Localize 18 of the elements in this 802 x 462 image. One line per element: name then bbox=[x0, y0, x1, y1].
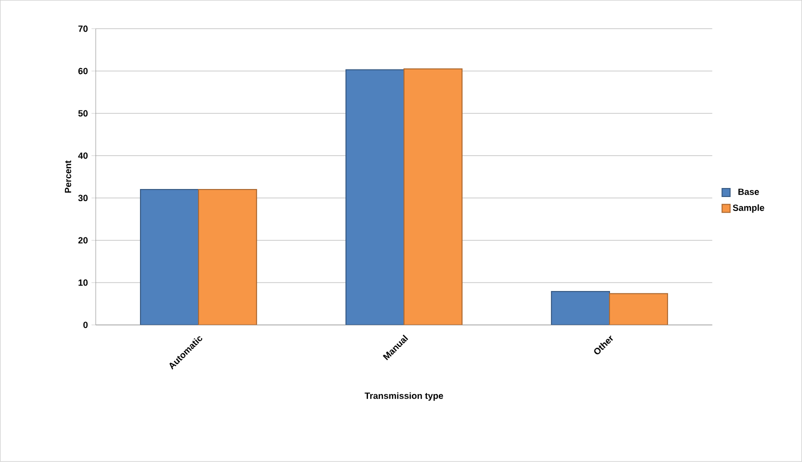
x-axis-title: Transmission type bbox=[364, 392, 444, 401]
bar bbox=[404, 68, 463, 326]
y-tick-label: 60 bbox=[78, 68, 88, 74]
y-axis-title: Percent bbox=[64, 160, 72, 193]
y-tick-label: 30 bbox=[78, 194, 88, 202]
y-tick-label: 10 bbox=[78, 280, 88, 286]
y-tick-label: 50 bbox=[78, 110, 88, 117]
legend-label: Base bbox=[738, 188, 759, 196]
bar bbox=[198, 189, 258, 326]
bar bbox=[140, 189, 200, 326]
y-tick-label: 70 bbox=[78, 26, 88, 32]
bar bbox=[345, 69, 405, 326]
y-tick-label: 40 bbox=[78, 152, 88, 159]
y-tick-label: 0 bbox=[83, 322, 88, 328]
legend-label: Sample bbox=[732, 204, 764, 213]
y-tick-label: 20 bbox=[78, 237, 88, 244]
bar bbox=[550, 291, 610, 326]
bar bbox=[608, 293, 668, 326]
